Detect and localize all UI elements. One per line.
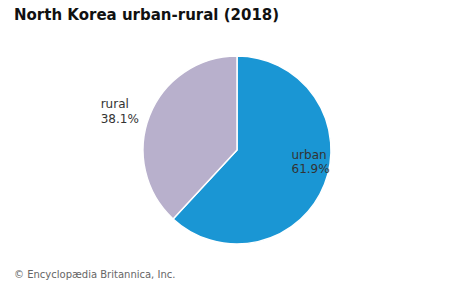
pie — [143, 56, 331, 244]
slice-label-value: 38.1% — [101, 112, 139, 126]
pie-slice — [143, 56, 237, 219]
title: North Korea urban-rural (2018) — [14, 6, 279, 24]
slice-label-value: 61.9% — [292, 162, 330, 176]
slice-label: urban61.9% — [292, 148, 330, 176]
slice-label-category: urban — [292, 148, 327, 162]
chart: North Korea urban-rural (2018) © Encyclop… — [0, 0, 474, 284]
slice-label-category: rural — [101, 97, 129, 111]
slice-label: rural38.1% — [101, 97, 139, 125]
footer: © Encyclopædia Britannica, Inc. — [14, 269, 175, 280]
